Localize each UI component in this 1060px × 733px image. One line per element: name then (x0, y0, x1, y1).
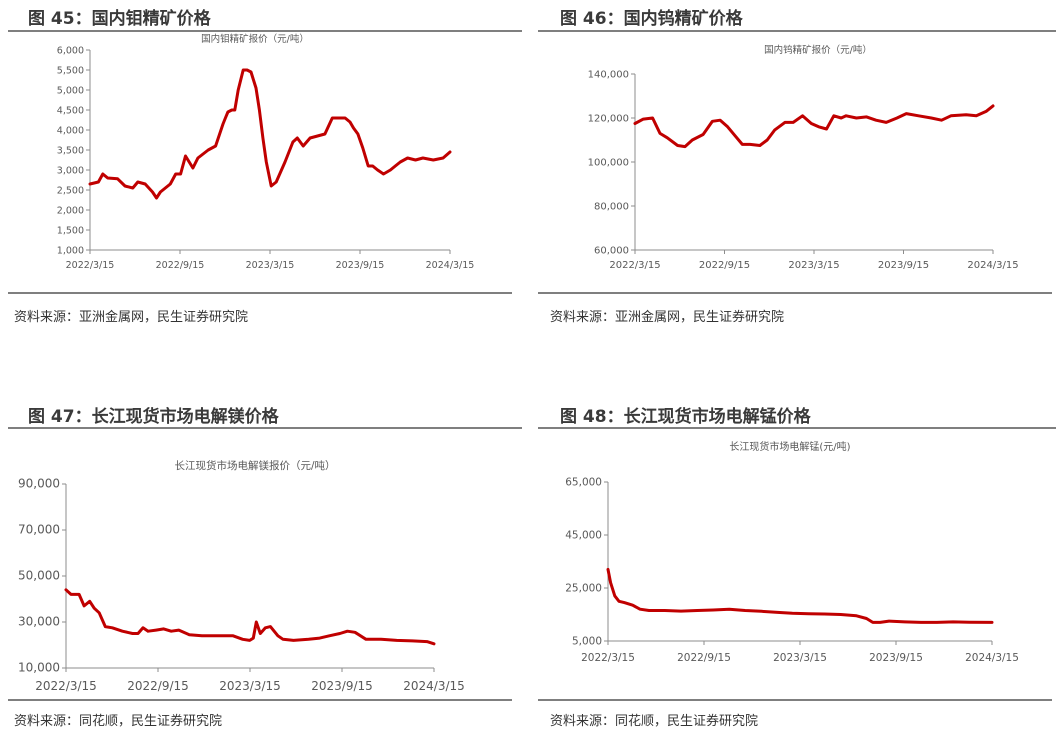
x-tick-label: 2022/3/15 (35, 679, 97, 693)
x-tick-label: 2024/3/15 (965, 652, 1019, 664)
y-tick-label: 90,000 (18, 477, 60, 491)
y-tick-label: 2,000 (57, 206, 84, 217)
y-tick-label: 60,000 (594, 246, 629, 257)
source-rule (538, 292, 1052, 294)
x-tick-label: 2022/9/15 (127, 679, 189, 693)
title-rule (8, 30, 522, 32)
y-tick-label: 30,000 (18, 615, 60, 629)
source-rule (538, 699, 1052, 701)
price-series-line (88, 68, 452, 200)
y-tick-label: 120,000 (588, 114, 629, 125)
figure-title: 图 45：国内钼精矿价格 (28, 9, 211, 29)
y-tick-label: 140,000 (588, 70, 629, 81)
source-rule (8, 699, 512, 701)
y-tick-label: 4,500 (57, 106, 84, 117)
figure-title: 图 46：国内钨精矿价格 (560, 9, 743, 29)
y-tick-label: 45,000 (565, 530, 602, 542)
title-rule (538, 427, 1056, 429)
x-tick-label: 2023/3/15 (773, 652, 827, 664)
title-rule (538, 30, 1056, 32)
chart-panel-fig45: 图 45：国内钼精矿价格 国内钼精矿报价（元/吨） 1,000 1,500 2,000… (0, 0, 525, 340)
y-tick-label: 1,500 (57, 226, 84, 237)
line-chart: 长江现货市场电解镁报价（元/吨） 10,000 30,000 50,000 70,000… (18, 459, 465, 693)
y-tick-label: 5,000 (572, 636, 602, 648)
chart-title: 长江现货市场电解镁报价（元/吨） (174, 459, 335, 472)
x-tick-label: 2022/9/15 (156, 260, 205, 271)
chart-title: 国内钨精矿报价（元/吨） (764, 44, 872, 56)
line-chart: 国内钼精矿报价（元/吨） 1,000 1,500 2,000 2,500 3,000 3,5… (57, 33, 475, 271)
x-tick-label: 2023/9/15 (336, 260, 385, 271)
y-tick-label: 3,500 (57, 146, 84, 157)
chart-title: 国内钼精矿报价（元/吨） (201, 33, 309, 45)
x-tick-label: 2022/9/15 (699, 260, 750, 271)
title-rule (8, 427, 522, 429)
x-tick-label: 2023/9/15 (869, 652, 923, 664)
y-tick-label: 10,000 (18, 661, 60, 675)
source-rule (8, 292, 512, 294)
source-note: 资料来源：同花顺，民生证券研究院 (14, 714, 223, 729)
y-tick-label: 5,000 (57, 86, 84, 97)
y-tick-label: 2,500 (57, 186, 84, 197)
chart-panel-fig48: 图 48：长江现货市场电解锰价格 长江现货市场电解锰(元/吨) 5,000 25,0… (530, 398, 1060, 733)
chart-title: 长江现货市场电解锰(元/吨) (729, 440, 850, 453)
x-tick-label: 2022/9/15 (677, 652, 731, 664)
y-tick-label: 6,000 (57, 46, 84, 57)
x-tick-label: 2023/3/15 (219, 679, 281, 693)
source-note: 资料来源：亚洲金属网，民生证券研究院 (14, 310, 249, 325)
figure-title: 图 47：长江现货市场电解镁价格 (28, 407, 279, 427)
x-tick-label: 2022/3/15 (66, 260, 115, 271)
x-tick-label: 2022/3/15 (581, 652, 635, 664)
line-chart: 国内钨精矿报价（元/吨） 60,000 80,000 100,000 120,000 14… (588, 44, 1019, 271)
y-tick-label: 4,000 (57, 126, 84, 137)
y-tick-label: 80,000 (594, 202, 629, 213)
source-note: 资料来源：同花顺，民生证券研究院 (550, 714, 759, 729)
x-tick-label: 2024/3/15 (426, 260, 475, 271)
chart-panel-fig47: 图 47：长江现货市场电解镁价格 长江现货市场电解镁报价（元/吨） 10,000 3… (0, 398, 525, 733)
y-tick-label: 5,500 (57, 66, 84, 77)
x-tick-label: 2023/9/15 (878, 260, 929, 271)
x-tick-label: 2023/3/15 (788, 260, 839, 271)
y-tick-label: 100,000 (588, 158, 629, 169)
line-chart: 长江现货市场电解锰(元/吨) 5,000 25,000 45,000 65,000 202… (565, 440, 1019, 664)
x-tick-label: 2022/3/15 (609, 260, 660, 271)
price-series-line (633, 104, 995, 149)
y-tick-label: 3,000 (57, 166, 84, 177)
y-tick-label: 50,000 (18, 569, 60, 583)
y-tick-label: 65,000 (565, 477, 602, 489)
price-series-line (64, 588, 436, 646)
x-tick-label: 2024/3/15 (967, 260, 1018, 271)
chart-panel-fig46: 图 46：国内钨精矿价格 国内钨精矿报价（元/吨） 60,000 80,000 100… (530, 0, 1060, 340)
x-tick-label: 2024/3/15 (403, 679, 465, 693)
y-tick-label: 1,000 (57, 246, 84, 257)
figure-title: 图 48：长江现货市场电解锰价格 (560, 407, 811, 427)
x-tick-label: 2023/9/15 (311, 679, 373, 693)
y-tick-label: 25,000 (565, 583, 602, 595)
price-series-line (606, 567, 994, 624)
source-note: 资料来源：亚洲金属网，民生证券研究院 (550, 310, 785, 325)
y-tick-label: 70,000 (18, 523, 60, 537)
x-tick-label: 2023/3/15 (246, 260, 295, 271)
